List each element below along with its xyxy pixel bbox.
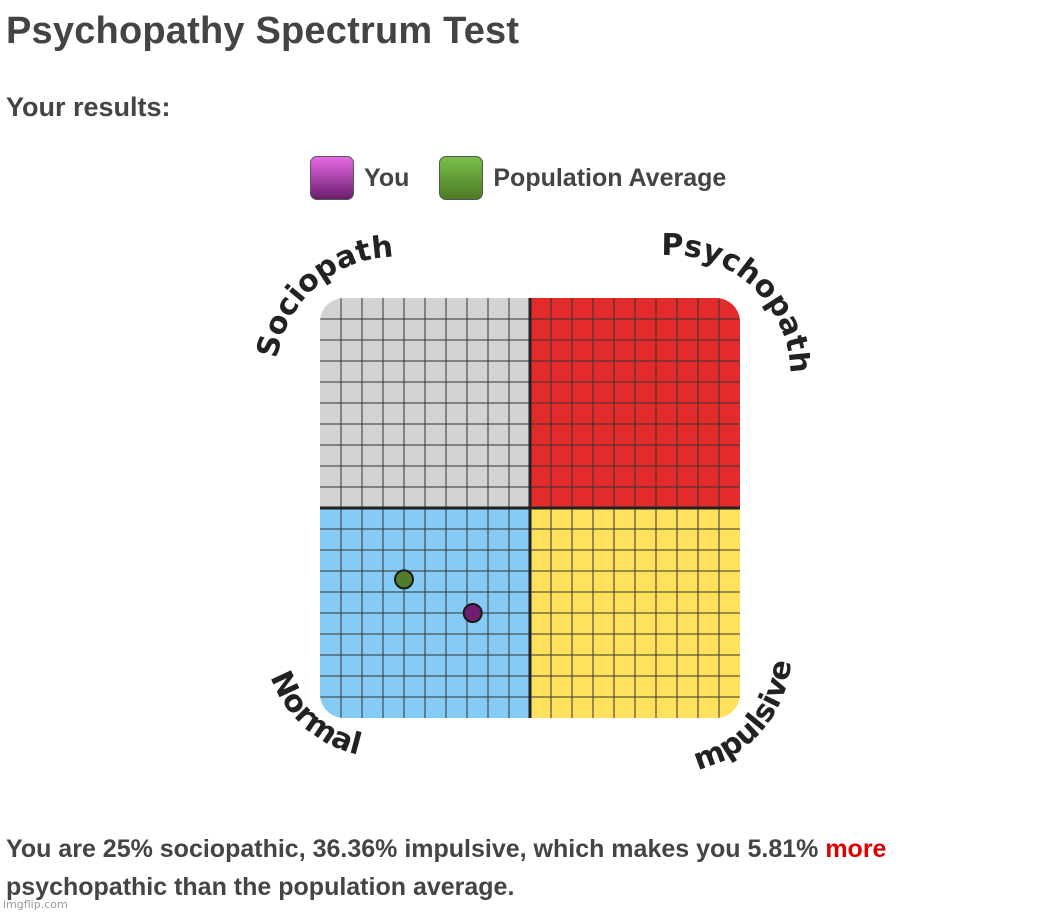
result-text-end: psychopathic than the population average… [6, 873, 515, 901]
page-title: Psychopathy Spectrum Test [6, 10, 520, 52]
you-swatch [310, 156, 354, 200]
average-marker [394, 569, 414, 590]
you-marker [462, 603, 483, 623]
legend: You Population Average [310, 155, 756, 201]
legend-label-you: You [364, 163, 410, 192]
result-text-start: You are 25% sociopathic, 36.36% impulsiv… [6, 835, 826, 863]
legend-item-you: You [310, 156, 409, 200]
legend-label-average: Population Average [493, 163, 727, 192]
psychopathy-chart: Sociopath Psychopath Normal Impulsive [250, 225, 810, 778]
average-swatch [439, 156, 484, 200]
imgflip-watermark: imgflip.com [3, 898, 68, 911]
results-heading: Your results: [6, 92, 171, 122]
result-highlight: more [825, 835, 887, 863]
quadrant-board [320, 298, 740, 718]
legend-item-average: Population Average [439, 156, 726, 200]
result-text: You are 25% sociopathic, 36.36% impulsiv… [6, 830, 1006, 906]
